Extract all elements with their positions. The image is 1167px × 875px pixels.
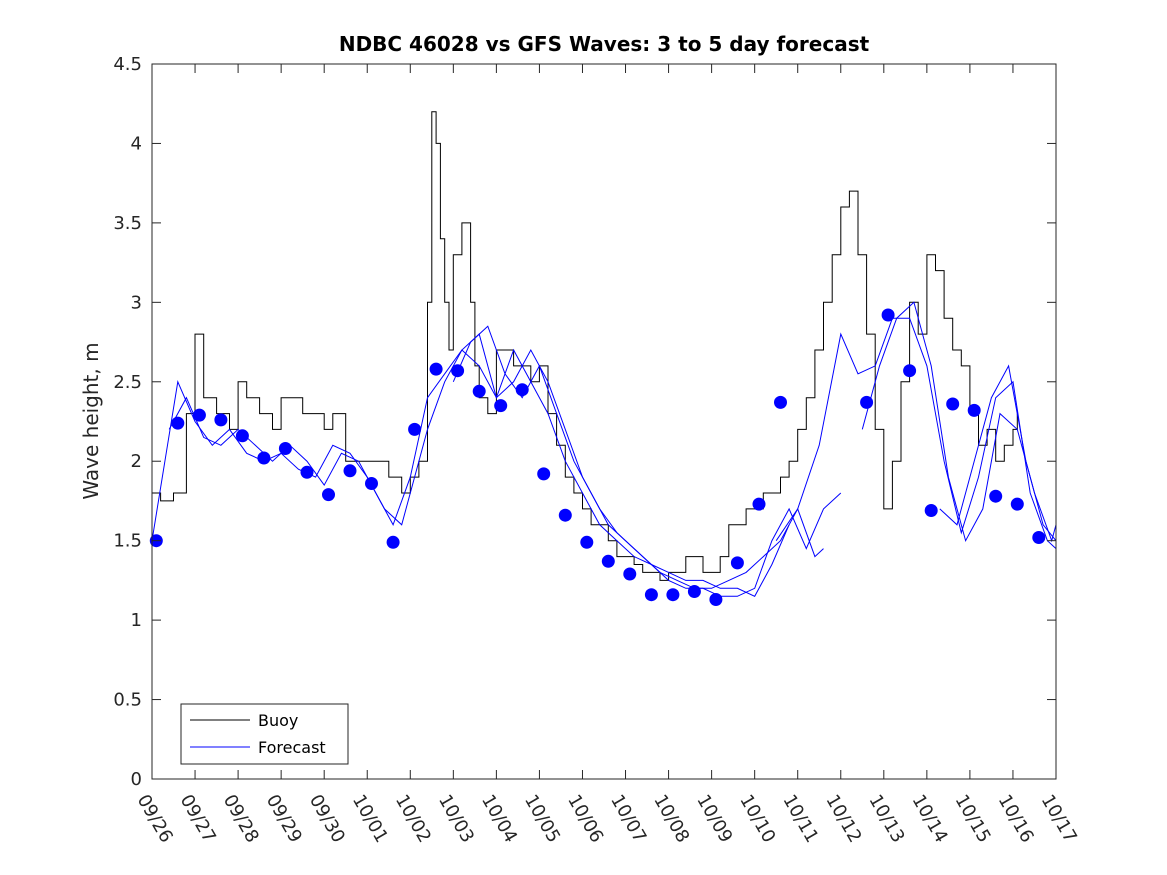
forecast-marker [1010, 497, 1024, 511]
forecast-marker [644, 588, 658, 602]
forecast-marker [365, 477, 378, 490]
y-tick-label: 1.5 [113, 531, 142, 552]
forecast-marker [989, 489, 1003, 503]
forecast-marker [967, 403, 981, 417]
forecast-marker [278, 442, 292, 455]
forecast-marker [623, 567, 637, 581]
forecast-marker [386, 535, 400, 549]
forecast-marker [322, 488, 335, 502]
forecast-marker [257, 451, 271, 465]
forecast-marker [537, 467, 551, 481]
plot-area-frame [151, 63, 1057, 780]
forecast-marker [730, 556, 744, 570]
forecast-marker [752, 497, 766, 511]
forecast-marker [946, 397, 960, 411]
forecast-marker [472, 384, 486, 398]
forecast-marker [903, 364, 917, 378]
y-tick-label: 1 [131, 610, 142, 631]
forecast-marker [192, 408, 206, 422]
forecast-series-line-7 [939, 364, 1057, 542]
forecast-marker [709, 593, 723, 606]
forecast-marker [924, 504, 938, 517]
forecast-series-line-2 [168, 348, 790, 597]
forecast-marker [214, 413, 228, 427]
forecast-marker [235, 429, 249, 443]
forecast-marker [774, 395, 787, 409]
y-tick-label: 2 [131, 451, 142, 472]
forecast-marker [408, 422, 422, 436]
y-tick-label: 4 [131, 133, 142, 154]
y-tick-label: 3.5 [113, 213, 142, 234]
forecast-marker [300, 465, 314, 479]
forecast-marker [1032, 531, 1046, 544]
forecast-marker [666, 588, 680, 602]
forecast-marker [881, 308, 895, 322]
y-axis-label: Wave height, m [79, 342, 103, 499]
forecast-marker [515, 383, 529, 397]
forecast-marker [171, 416, 185, 430]
forecast-marker [687, 585, 701, 598]
forecast-marker [451, 364, 465, 378]
forecast-marker [601, 554, 615, 568]
legend: Buoy Forecast [180, 703, 349, 765]
forecast-marker [558, 508, 572, 522]
legend-box [180, 703, 349, 765]
forecast-marker [860, 395, 874, 409]
y-tick-label: 3 [131, 292, 142, 313]
chart-title: NDBC 46028 vs GFS Waves: 3 to 5 day fore… [339, 32, 870, 56]
buoy-series-line [152, 111, 1018, 581]
y-tick-label: 0 [131, 769, 142, 790]
forecast-series-line-5 [775, 317, 1057, 549]
legend-label-buoy: Buoy [258, 711, 298, 730]
marker-layer [149, 308, 1046, 606]
y-tick-label: 2.5 [113, 372, 142, 393]
forecast-marker [343, 464, 357, 478]
y-tick-label: 0.5 [113, 690, 142, 711]
legend-label-forecast: Forecast [258, 738, 326, 757]
forecast-marker [429, 362, 443, 376]
forecast-marker [494, 399, 508, 413]
y-tick-label: 4.5 [113, 54, 142, 75]
forecast-marker [580, 535, 594, 549]
